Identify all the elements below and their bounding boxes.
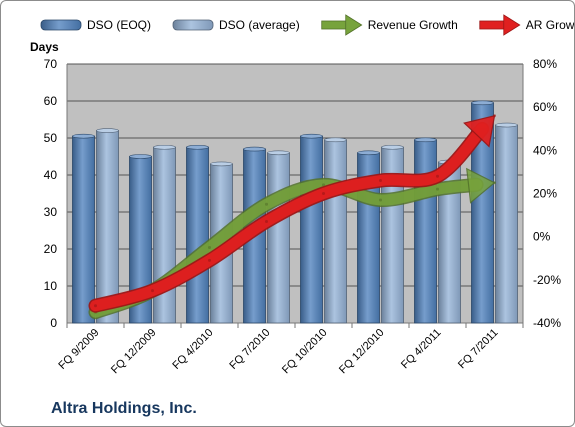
legend-swatch-dso-average [172, 19, 214, 31]
y-left-tick-label: 30 [44, 205, 58, 219]
y-left-tick-label: 20 [44, 242, 58, 256]
company-name: Altra Holdings, Inc. [51, 400, 197, 417]
x-tick-label: FQ 7/2011 [456, 327, 501, 372]
revenue-growth-point [436, 187, 439, 191]
bar [72, 135, 95, 324]
x-tick-label: FQ 12/2010 [337, 327, 387, 377]
bar-cap [72, 133, 95, 139]
x-tick-label: FQ 10/2010 [280, 327, 330, 377]
bar-cap [243, 146, 266, 152]
bar-cap [153, 144, 176, 150]
legend-label-dso-average: DSO (average) [219, 18, 300, 32]
bar [300, 135, 323, 324]
bar-cap [414, 137, 437, 143]
bar-cap [129, 154, 152, 159]
legend-swatch-revenue-growth-head [345, 14, 363, 36]
x-tick-label: FQ 4/2010 [170, 327, 215, 372]
bar [186, 146, 209, 324]
bar [153, 146, 176, 324]
ar-growth-point [436, 174, 439, 178]
ar-growth-arrowhead [463, 115, 496, 148]
bar-cap [381, 144, 404, 150]
bar [495, 124, 518, 324]
y-right-tick-label: 0% [533, 230, 551, 244]
x-tick-label: FQ 4/2011 [399, 327, 444, 372]
legend-swatch-ar-growth-head [503, 14, 521, 36]
y-left-tick-label: 0 [50, 316, 57, 330]
y-left-tick-label: 40 [44, 168, 58, 182]
revenue-growth-point [493, 181, 496, 185]
bar [324, 139, 347, 324]
bar [267, 152, 290, 324]
ar-growth-point [151, 289, 154, 293]
bar-cap [357, 150, 380, 156]
revenue-growth-point [265, 202, 268, 206]
ar-growth-point [208, 258, 211, 262]
bar-cap [324, 137, 347, 143]
y-right-tick-label: 80% [533, 57, 557, 71]
y-left-tick-label: 70 [44, 57, 58, 71]
ar-growth-point [265, 220, 268, 224]
y-left-tick-label: 50 [44, 131, 58, 145]
bar-cap [210, 161, 233, 167]
legend-label-dso-eoq: DSO (EOQ) [87, 18, 151, 32]
ar-growth-point [379, 179, 382, 183]
bar-cap [186, 144, 209, 150]
legend-swatch-dso-eoq [40, 19, 82, 31]
revenue-growth-point [379, 198, 382, 202]
ar-growth-point [322, 192, 325, 195]
bar-cap [300, 133, 323, 139]
legend-label-ar-growth: AR Growth [526, 18, 575, 32]
y-left-tick-label: 60 [44, 94, 58, 108]
x-tick-label: FQ 12/2009 [109, 327, 159, 377]
bar-cap [471, 100, 494, 106]
revenue-growth-point [208, 245, 211, 249]
x-tick-label: FQ 7/2010 [227, 327, 272, 372]
y-axis-title: Days [30, 40, 59, 54]
legend-swatch-ar-growth [479, 20, 507, 30]
bar [414, 139, 437, 324]
y-right-tick-label: -20% [533, 273, 561, 287]
y-left-tick-label: 10 [44, 279, 58, 293]
ar-growth-point [493, 114, 496, 118]
legend-swatch-revenue-growth [321, 20, 349, 30]
ar-growth-point [94, 304, 97, 308]
y-right-tick-label: 20% [533, 187, 557, 201]
x-tick-label: FQ 9/2009 [56, 327, 101, 372]
bar-cap [96, 128, 119, 133]
bar-cap [495, 122, 518, 128]
y-right-tick-label: 60% [533, 100, 557, 114]
revenue-growth-point [322, 183, 325, 187]
y-right-tick-label: -40% [533, 316, 561, 330]
revenue-growth-arrowhead [466, 167, 496, 204]
y-right-tick-label: 40% [533, 143, 557, 157]
bar-cap [267, 150, 290, 156]
legend-label-revenue-growth: Revenue Growth [368, 18, 458, 32]
